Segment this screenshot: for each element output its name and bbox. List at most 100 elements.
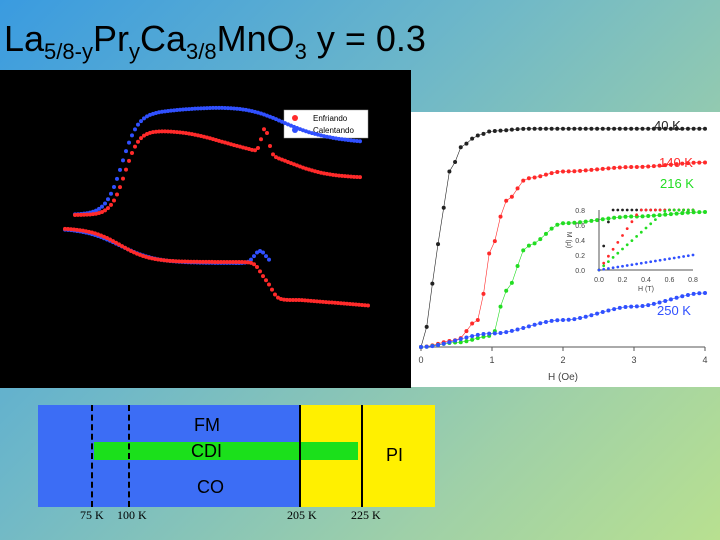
left-upper-red-point [160,129,164,134]
left-lower-red-point [300,298,304,303]
left-upper-red-point [157,129,161,134]
left-lower-red-point [312,299,316,304]
inset-point [654,208,657,212]
series-line [420,162,706,348]
left-upper-red-point [322,171,326,176]
inset-point [668,208,671,212]
title-sub: 5/8-y [44,39,93,64]
left-lower-red-point [144,254,148,259]
inset-point [635,262,638,266]
series-label: 250 K [657,303,691,318]
left-upper-blue-point [202,106,206,111]
left-lower-red-point [207,259,211,264]
left-lower-red-point [111,239,115,244]
left-lower-red-point [174,259,178,264]
temp-label: 225 K [351,508,381,522]
left-lower-blue-point [267,257,271,262]
left-upper-red-point [187,131,191,136]
left-upper-blue-point [301,128,305,133]
left-upper-red-point [172,129,176,134]
left-upper-blue-point [328,135,332,140]
left-lower-red-point [291,297,295,302]
left-lower-red-point [183,259,187,264]
inset-point [639,230,643,234]
left-upper-blue-point [139,119,143,124]
left-upper-red-point [334,173,338,178]
left-upper-blue-point [199,106,203,111]
left-upper-red-point [346,174,350,179]
left-lower-red-point [285,297,289,302]
inset-point [691,208,695,212]
left-upper-red-point [211,137,215,142]
left-lower-red-point [87,229,91,234]
left-lower-red-point [330,300,334,305]
inset-point [654,259,657,263]
legend-marker-red [292,115,298,121]
left-lower-red-point [237,260,241,265]
left-upper-blue-point [358,139,362,144]
left-lower-red-point [192,259,196,264]
left-upper-blue-point [142,116,146,121]
inset-point [649,222,653,226]
inset-point [630,239,634,242]
phase-region-cdi [94,442,358,460]
left-lower-blue-point [249,257,253,262]
left-upper-red-point [136,139,140,144]
title-part: y = 0.3 [306,18,426,59]
left-upper-red-point [151,130,155,135]
left-plot-panel: Enfriando Calentando [0,70,411,388]
phase-label-fm: FM [194,415,220,435]
left-lower-red-point [306,298,310,303]
left-upper-blue-point [331,135,335,140]
left-lower-red-point [366,303,370,308]
left-upper-red-point [85,212,89,217]
phase-diagram: FM CDI PI CO [38,405,438,507]
series-line [420,211,706,348]
series-label: 40 K [654,118,681,133]
left-lower-red-point [321,299,325,304]
inset-point [672,256,676,260]
left-upper-blue-point [259,111,263,116]
inset-point [644,208,648,212]
left-upper-red-point [196,133,200,138]
left-upper-red-point [133,144,137,149]
left-upper-blue-point [223,105,227,110]
left-upper-blue-point [190,106,194,111]
left-upper-red-point [313,169,317,174]
left-upper-red-point [79,212,83,217]
left-upper-red-point [280,157,284,162]
left-lower-red-point [228,259,232,264]
inset-point [635,208,638,212]
left-lower-red-point [165,258,169,263]
inset-y-tick-label: 0.2 [575,253,585,260]
left-upper-red-point [154,129,158,134]
inset-point [639,208,643,212]
left-upper-red-point [226,141,230,146]
left-upper-blue-point [181,107,185,112]
inset-x-tick-label: 0.4 [641,277,651,284]
left-upper-red-point [142,133,146,138]
left-upper-red-point [223,140,227,145]
left-upper-blue-point [136,122,140,127]
left-upper-blue-point [265,113,269,118]
left-upper-red-point [283,158,287,163]
left-lower-red-point [297,297,301,302]
left-upper-blue-point [349,138,353,143]
left-lower-red-point [255,264,259,269]
left-upper-red-point [274,155,278,160]
left-lower-red-point [186,259,190,264]
left-upper-blue-point [229,106,233,111]
phase-label-co: CO [197,477,224,497]
inset-point [621,208,624,212]
left-lower-red-point [177,259,181,264]
left-lower-red-point [363,303,367,308]
left-lower-red-point [156,257,160,262]
inset-point [621,247,624,251]
left-lower-red-point [96,232,100,237]
left-lower-red-point [63,226,67,231]
inset-point [663,209,667,213]
left-upper-blue-point [115,176,119,181]
left-upper-blue-point [163,109,167,114]
left-upper-red-point [217,138,221,143]
inset-point [677,255,681,259]
